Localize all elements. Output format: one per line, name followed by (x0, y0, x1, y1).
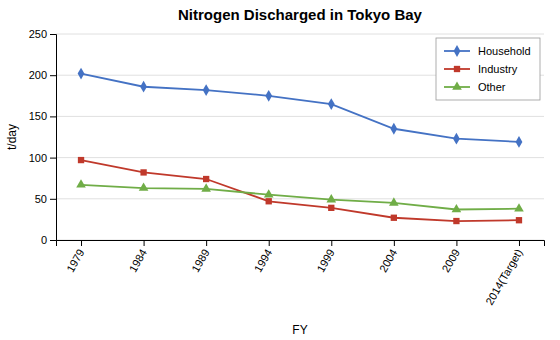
grid (56, 34, 544, 240)
marker (390, 123, 397, 135)
tick-mark (206, 240, 207, 246)
marker (201, 183, 211, 191)
legend-marker (452, 81, 462, 89)
tick-mark (519, 240, 520, 246)
series (76, 179, 524, 212)
tick-mark (50, 199, 56, 200)
tick-mark (456, 240, 457, 246)
marker (139, 183, 149, 191)
axis-line (57, 241, 545, 247)
tick-label: 2009 (439, 247, 462, 274)
tick: 2004 (377, 240, 400, 274)
tick-mark (50, 116, 56, 117)
marker (78, 157, 84, 163)
tick: 150 (29, 110, 56, 122)
x-axis-title: FY (292, 323, 307, 337)
x-axis: 1979 1984 1989 1994 1999 2004 2009 2014(Target) (57, 240, 545, 307)
marker (266, 198, 272, 204)
marker (452, 204, 462, 212)
tick-mark (50, 240, 56, 241)
tick-mark (50, 158, 56, 159)
line (81, 160, 519, 221)
legend-label: Industry (478, 63, 518, 75)
grid-line (56, 157, 544, 158)
grid-line (56, 198, 544, 199)
tick: 50 (35, 193, 56, 205)
axis-line (50, 35, 57, 241)
marker (516, 217, 522, 223)
tick-mark (50, 34, 56, 35)
tick: 100 (29, 152, 56, 164)
legend: Household Industry Other (436, 38, 540, 100)
marker (140, 169, 146, 175)
tick: 250 (29, 28, 56, 40)
legend-marker (454, 66, 460, 72)
tick-mark (269, 240, 270, 246)
tick-label: 150 (29, 110, 47, 122)
legend-marker (454, 45, 461, 57)
marker (140, 81, 147, 93)
marker (76, 179, 86, 187)
tick: 1989 (189, 240, 212, 274)
tick: 1979 (64, 240, 87, 274)
tick-label: 1984 (127, 247, 150, 274)
tick-label: 50 (35, 193, 47, 205)
tick: 2009 (439, 240, 462, 274)
marker (328, 205, 334, 211)
marker (264, 189, 274, 197)
grid-line (56, 116, 544, 117)
tick: 0 (41, 234, 56, 246)
marker (203, 84, 210, 96)
title: Nitrogen Discharged in Tokyo Bay (178, 6, 423, 23)
marker (326, 194, 336, 202)
tick-mark (50, 75, 56, 76)
tick: 1999 (314, 240, 337, 274)
marker (78, 68, 85, 80)
tick-label: 1989 (189, 247, 212, 274)
marker (391, 215, 397, 221)
tick-mark (394, 240, 395, 246)
tick-label: 2014(Target) (483, 247, 525, 307)
marker (453, 218, 459, 224)
marker (453, 133, 460, 145)
tick-mark (144, 240, 145, 246)
tick: 200 (29, 69, 56, 81)
legend-item: Industry (444, 63, 518, 75)
tick-label: 200 (29, 69, 47, 81)
tick-mark (331, 240, 332, 246)
plot-area: 0 50 100 150 200 250 1979 1984 1989 1994 1999 2004 2… (29, 28, 545, 307)
legend-box (436, 38, 540, 100)
marker (265, 90, 272, 102)
tick-label: 1994 (252, 247, 275, 274)
tick-label: 1999 (314, 247, 337, 274)
marker (328, 98, 335, 110)
legend-item: Household (444, 45, 531, 57)
marker (514, 203, 524, 211)
tick: 2014(Target) (483, 240, 525, 307)
legend-label: Other (478, 81, 506, 93)
tick: 1984 (127, 240, 150, 274)
tick-label: 100 (29, 152, 47, 164)
tick-label: 250 (29, 28, 47, 40)
tick-mark (81, 240, 82, 246)
marker (389, 197, 399, 205)
tick-label: 2004 (377, 247, 400, 274)
legend-item: Other (444, 81, 506, 93)
grid-line (56, 34, 544, 35)
marker (203, 176, 209, 182)
y-axis: 0 50 100 150 200 250 (29, 28, 57, 246)
tick-label: 0 (41, 234, 47, 246)
tick: 1994 (252, 240, 275, 274)
marker (516, 136, 523, 148)
chart: 0 50 100 150 200 250 1979 1984 1989 1994 1999 2004 2… (0, 0, 560, 340)
tick-label: 1979 (64, 247, 87, 274)
legend-label: Household (478, 45, 531, 57)
y-axis-title: t/day (5, 124, 19, 150)
series (78, 157, 522, 224)
